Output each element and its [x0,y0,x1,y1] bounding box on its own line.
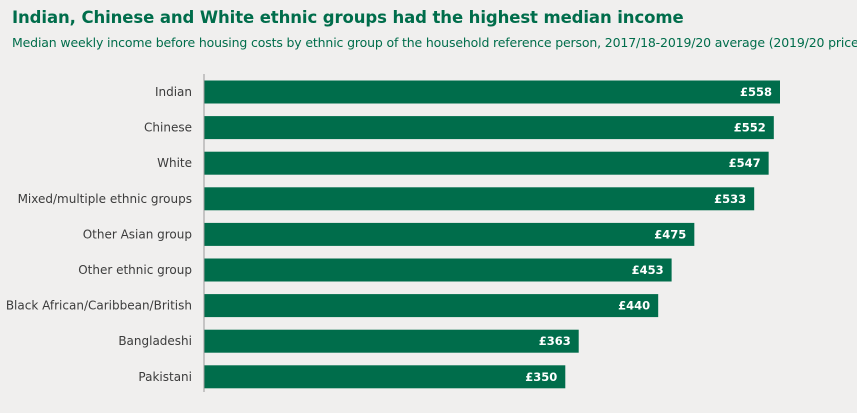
bar-other-ethnic-group [204,258,672,282]
value-label: £440 [618,299,650,313]
chart-subtitle: Median weekly income before housing cost… [12,35,857,50]
value-label: £350 [525,370,557,384]
bar-white [204,151,769,175]
category-label: Indian [155,85,192,99]
bar-indian [204,80,780,104]
category-label: Black African/Caribbean/British [6,299,192,313]
category-label: Chinese [144,121,192,135]
value-label: £552 [734,121,766,135]
bar-chinese [204,116,774,140]
bar-other-asian-group [204,222,695,246]
chart-title: Indian, Chinese and White ethnic groups … [12,8,684,27]
category-label: Mixed/multiple ethnic groups [18,192,192,206]
value-label: £558 [740,85,772,99]
category-label: Bangladeshi [118,334,192,348]
category-label: Other Asian group [83,227,192,241]
value-label: £475 [654,227,686,241]
category-label: Other ethnic group [78,263,192,277]
value-label: £453 [632,263,664,277]
bar-bangladeshi [204,329,579,353]
bars-group: Indian £558 Chinese £552 White £547 Mixed/mult… [6,80,780,389]
value-label: £547 [729,156,761,170]
category-label: Pakistani [138,370,192,384]
value-label: £363 [539,334,571,348]
bar-black-african-caribbean-british [204,294,659,318]
bar-mixed-multiple-ethnic-groups [204,187,755,211]
category-label: White [157,156,192,170]
value-label: £533 [714,192,746,206]
bar-pakistani [204,365,566,389]
